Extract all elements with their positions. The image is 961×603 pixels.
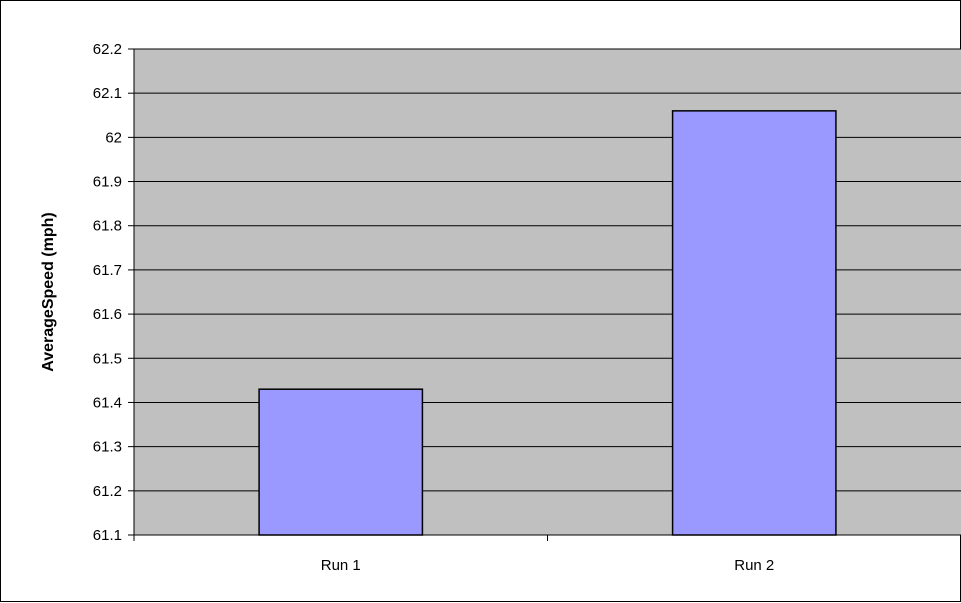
- y-tick-label: 61.7: [93, 262, 122, 279]
- bar-run-2: [671, 110, 837, 536]
- y-axis-title: AverageSpeed (mph): [40, 212, 57, 371]
- bar-run-1: [258, 388, 424, 536]
- y-tick-label: 61.4: [93, 394, 122, 411]
- y-tick-label: 61.5: [93, 350, 122, 367]
- y-tick-label: 62.2: [93, 41, 122, 58]
- bars: [258, 110, 837, 536]
- plot-area: [134, 49, 961, 535]
- y-tick-label: 61.8: [93, 218, 122, 235]
- x-tick-label: Run 2: [734, 557, 774, 574]
- y-tick-label: 61.6: [93, 306, 122, 323]
- y-axis-ticks: 61.1 61.2 61.3 61.4 61.5 61.6 61.7 61.8 61.9 62 62…: [93, 41, 134, 544]
- x-tick-label: Run 1: [321, 557, 361, 574]
- y-tick-label: 61.9: [93, 174, 122, 191]
- x-axis-ticks: Run 1 Run 2: [133, 535, 961, 574]
- y-tick-label: 62: [105, 129, 122, 146]
- y-tick-label: 61.2: [93, 483, 122, 500]
- y-tick-label: 61.3: [93, 439, 122, 456]
- y-tick-label: 61.1: [93, 527, 122, 544]
- y-tick-label: 62.1: [93, 85, 122, 102]
